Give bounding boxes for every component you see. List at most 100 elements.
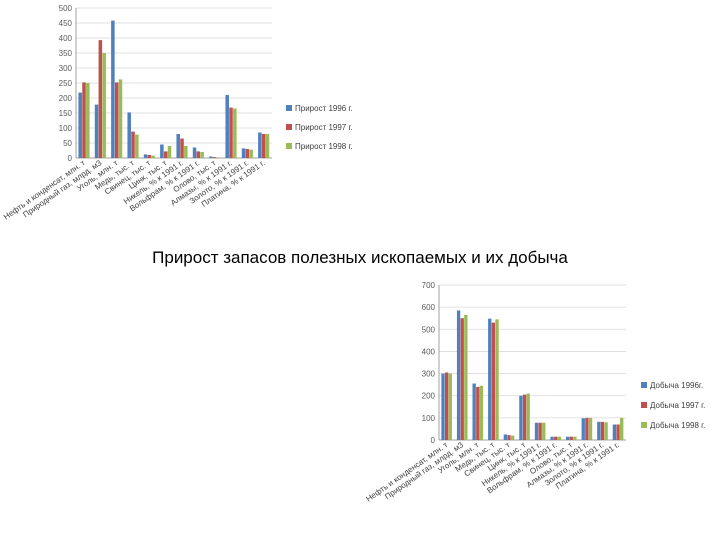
bar — [444, 372, 449, 440]
bar — [534, 422, 539, 440]
bar — [569, 436, 573, 440]
bar — [464, 314, 468, 440]
legend-entry: Прирост 1996 г. — [295, 104, 353, 113]
bar — [503, 434, 508, 440]
bar — [554, 436, 558, 440]
bar — [212, 157, 217, 158]
legend-swatch — [641, 382, 647, 388]
bar — [86, 83, 90, 158]
bar — [98, 40, 103, 158]
legend-swatch — [641, 422, 647, 428]
x-tick-label: Нефть и конденсат, млн. т — [364, 440, 449, 504]
legend-swatch — [641, 402, 647, 408]
bar — [612, 424, 617, 440]
legend-swatch — [286, 105, 292, 111]
y-tick-label: 300 — [422, 370, 436, 379]
bar — [258, 132, 262, 158]
bar — [542, 422, 546, 440]
bar — [225, 95, 229, 158]
bar — [538, 422, 542, 440]
bar — [192, 147, 197, 158]
bar — [163, 151, 168, 158]
bar — [585, 417, 589, 440]
y-tick-label: 500 — [422, 325, 436, 334]
bar — [495, 319, 499, 440]
legend-swatch — [286, 143, 292, 149]
bar — [460, 318, 464, 440]
bar — [581, 418, 585, 440]
y-tick-label: 400 — [422, 347, 436, 356]
bar — [196, 151, 201, 158]
bar — [151, 155, 155, 158]
bar — [522, 394, 527, 440]
bar — [167, 146, 172, 158]
y-tick-label: 700 — [422, 281, 436, 290]
bar — [143, 154, 148, 158]
y-tick-label: 0 — [68, 154, 73, 163]
y-tick-label: 500 — [59, 4, 73, 13]
y-tick-label: 300 — [59, 64, 73, 73]
bar — [550, 436, 554, 440]
bar — [479, 385, 484, 440]
bar — [160, 144, 164, 158]
bar — [507, 435, 511, 440]
y-tick-label: 200 — [59, 94, 73, 103]
bar — [229, 107, 233, 158]
y-tick-label: 600 — [422, 303, 436, 312]
bar — [519, 395, 523, 440]
bar — [216, 157, 221, 158]
bar — [597, 421, 601, 440]
chart-increase: 0 50 100 150 200 250 300 350 400 450 500 Нефть и ко… — [2, 4, 353, 222]
bar — [233, 108, 237, 158]
bar — [94, 104, 99, 158]
bar — [176, 134, 180, 158]
legend-swatch — [286, 124, 292, 130]
bar — [488, 318, 492, 440]
y-tick-label: 50 — [63, 139, 72, 148]
y-tick-label: 100 — [59, 124, 73, 133]
bar — [111, 20, 115, 158]
legend-entry: Добыча 1996г. — [650, 381, 703, 390]
bar — [566, 436, 570, 440]
bar — [118, 79, 123, 158]
bar — [448, 373, 452, 440]
bar — [147, 155, 152, 158]
x-tick-label: Природный газ, млрд. м3 — [21, 158, 103, 219]
bar — [600, 421, 605, 440]
y-tick-label: 100 — [422, 414, 436, 423]
bar — [472, 383, 476, 440]
legend-entry: Добыча 1997 г. — [650, 401, 705, 410]
bar — [573, 436, 577, 440]
bar — [616, 424, 620, 440]
bar — [510, 435, 515, 440]
bar — [131, 131, 135, 158]
bar — [620, 417, 624, 440]
bar — [526, 393, 530, 440]
y-tick-label: 400 — [59, 34, 73, 43]
bar — [456, 310, 461, 440]
legend-entry: Прирост 1998 г. — [295, 142, 353, 151]
bar — [265, 134, 270, 158]
y-tick-label: 450 — [59, 19, 73, 28]
x-tick-label: Природный газ, млрд. м3 — [383, 440, 465, 501]
legend-entry: Прирост 1997 г. — [295, 123, 353, 132]
chart-production: 0 100 200 300 400 500 600 700 Нефть и конденсат,… — [364, 281, 705, 504]
y-tick-label: 350 — [59, 49, 73, 58]
bar — [135, 134, 139, 158]
bar — [245, 149, 250, 158]
bar — [441, 373, 445, 440]
bar — [78, 92, 82, 158]
bar — [604, 422, 608, 440]
y-tick-label: 0 — [431, 436, 436, 445]
bar — [209, 156, 213, 158]
page-title: Прирост запасов полезных ископаемых и их… — [152, 248, 568, 267]
bar — [491, 322, 496, 440]
x-tick-label: Нефть и конденсат, млн. т — [2, 158, 87, 222]
bar — [180, 138, 184, 158]
bar — [476, 386, 480, 440]
legend-entry: Добыча 1998 г. — [650, 421, 705, 430]
bar — [249, 149, 253, 158]
y-tick-label: 150 — [59, 109, 73, 118]
y-tick-label: 250 — [59, 79, 73, 88]
bar — [200, 152, 204, 158]
